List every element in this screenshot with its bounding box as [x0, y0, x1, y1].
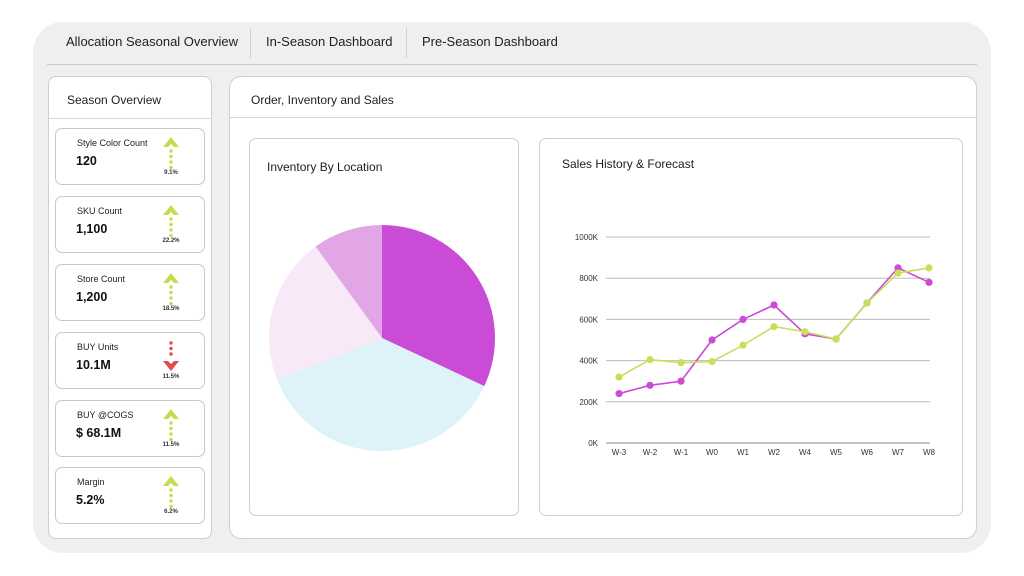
- data-point[interactable]: [770, 323, 778, 331]
- tab-in-season-dashboard[interactable]: In-Season Dashboard: [266, 34, 393, 49]
- x-tick-label: W8: [923, 448, 936, 457]
- y-tick-label: 600K: [579, 315, 598, 324]
- data-point[interactable]: [770, 301, 778, 309]
- chart-title: Inventory By Location: [267, 160, 383, 174]
- dashboard-frame: Allocation Seasonal Overview In-Season D…: [33, 22, 991, 553]
- data-point[interactable]: [863, 299, 871, 307]
- sales-history-forecast-card: Sales History & Forecast 0K 200K 400K 600K 8…: [539, 138, 963, 516]
- kpi-change: 22.2%: [162, 238, 180, 244]
- kpi-card[interactable]: BUY Units 10.1M 11.5%: [55, 332, 205, 389]
- panel-title: Order, Inventory and Sales: [251, 93, 394, 107]
- data-point[interactable]: [925, 264, 933, 272]
- inventory-by-location-card: Inventory By Location: [249, 138, 519, 516]
- data-point[interactable]: [894, 264, 902, 272]
- pie-slice[interactable]: [315, 225, 382, 338]
- order-inventory-sales-panel: Order, Inventory and Sales Inventory By …: [229, 76, 977, 539]
- trend-up-icon: [160, 407, 182, 451]
- data-point[interactable]: [894, 269, 902, 277]
- kpi-value: 5.2%: [76, 493, 105, 507]
- data-point[interactable]: [646, 355, 654, 364]
- data-point[interactable]: [677, 359, 685, 367]
- kpi-card[interactable]: Style Color Count 120 9.1%: [55, 128, 205, 185]
- data-point[interactable]: [615, 389, 623, 398]
- kpi-card[interactable]: BUY @COGS $ 68.1M 11.5%: [55, 400, 205, 457]
- x-tick-label: W1: [737, 448, 750, 457]
- data-point[interactable]: [708, 358, 716, 366]
- data-point[interactable]: [646, 381, 654, 389]
- y-tick-label: 1000K: [575, 233, 599, 242]
- y-tick-label: 200K: [579, 398, 598, 407]
- x-tick-label: W-2: [643, 448, 658, 457]
- kpi-label: SKU Count: [77, 206, 123, 216]
- divider: [49, 118, 211, 119]
- x-tick-label: W-3: [612, 448, 627, 457]
- tab-bar: Allocation Seasonal Overview In-Season D…: [33, 22, 991, 65]
- divider: [230, 117, 976, 118]
- kpi-change: 6.2%: [164, 509, 178, 515]
- data-point[interactable]: [925, 278, 933, 286]
- kpi-card[interactable]: Margin 5.2% 6.2%: [55, 467, 205, 524]
- kpi-label: Style Color Count: [77, 138, 148, 148]
- tab-divider: [250, 28, 251, 58]
- kpi-card[interactable]: SKU Count 1,100 22.2%: [55, 196, 205, 253]
- trend-up-icon: [160, 135, 182, 179]
- season-overview-title: Season Overview: [67, 93, 162, 107]
- x-tick-label: W2: [768, 448, 781, 457]
- x-tick-label: W4: [799, 448, 812, 457]
- sales-line-chart: 0K 200K 400K 600K 800K 1000K W-3 W-2 W-1 W0 W1 W2 W4…: [575, 233, 936, 457]
- kpi-label: Store Count: [77, 274, 126, 284]
- kpi-value: 1,100: [76, 222, 108, 236]
- kpi-change: 9.1%: [164, 170, 178, 176]
- data-point[interactable]: [739, 341, 747, 349]
- data-point[interactable]: [832, 335, 840, 343]
- trend-up-icon: [160, 474, 182, 518]
- data-point[interactable]: [708, 336, 716, 344]
- kpi-label: BUY @COGS: [77, 410, 134, 420]
- y-tick-label: 0K: [588, 439, 598, 448]
- pie-slice[interactable]: [276, 338, 485, 451]
- kpi-value: $ 68.1M: [76, 426, 122, 440]
- kpi-card[interactable]: Store Count 1,200 18.5%: [55, 264, 205, 321]
- kpi-change: 18.5%: [162, 306, 180, 312]
- kpi-change: 11.5%: [162, 442, 180, 448]
- tab-allocation-seasonal-overview[interactable]: Allocation Seasonal Overview: [66, 34, 238, 49]
- kpi-change: 11.5%: [162, 374, 180, 380]
- kpi-value: 1,200: [76, 290, 108, 304]
- tab-pre-season-dashboard[interactable]: Pre-Season Dashboard: [422, 34, 558, 49]
- pie-slice[interactable]: [269, 246, 382, 380]
- data-point[interactable]: [739, 315, 747, 323]
- trend-up-icon: [160, 271, 182, 315]
- chart-title: Sales History & Forecast: [562, 157, 695, 171]
- x-tick-label: W-1: [674, 448, 689, 457]
- x-tick-label: W7: [892, 448, 905, 457]
- series-line: [618, 266, 930, 395]
- kpi-value: 120: [76, 154, 97, 168]
- x-tick-label: W5: [830, 448, 843, 457]
- x-tick-label: W0: [706, 448, 719, 457]
- kpi-value: 10.1M: [76, 358, 111, 372]
- data-point[interactable]: [615, 373, 623, 381]
- x-tick-label: W6: [861, 448, 874, 457]
- data-point[interactable]: [677, 377, 685, 385]
- inventory-pie-chart: [269, 225, 495, 451]
- pie-slice[interactable]: [382, 225, 495, 387]
- trend-down-icon: [160, 339, 182, 383]
- trend-up-icon: [160, 203, 182, 247]
- y-tick-label: 800K: [579, 274, 598, 283]
- season-overview-panel: Season Overview Style Color Count 120 9.1%…: [48, 76, 212, 539]
- tab-divider: [406, 28, 407, 58]
- kpi-label: BUY Units: [77, 342, 119, 352]
- data-point[interactable]: [801, 328, 809, 336]
- kpi-label: Margin: [77, 477, 105, 487]
- y-tick-label: 400K: [579, 357, 598, 366]
- tab-underline: [47, 64, 977, 65]
